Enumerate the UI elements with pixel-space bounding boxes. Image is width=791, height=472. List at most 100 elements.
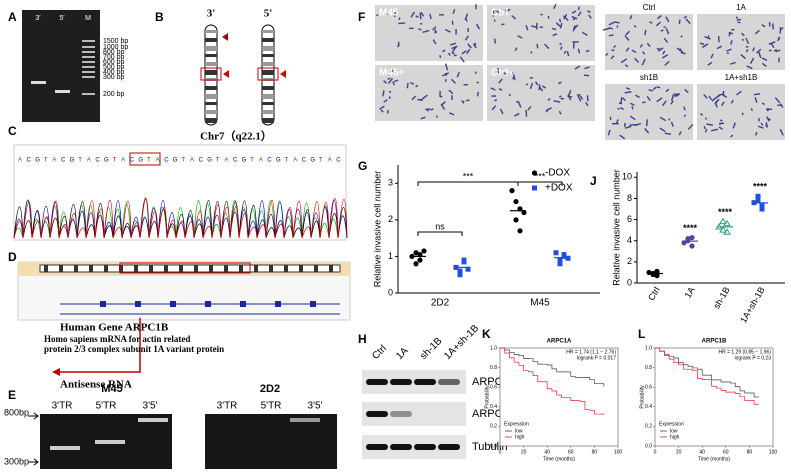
sig-bracket — [417, 231, 463, 236]
cell — [703, 94, 708, 99]
y-tick-label: 0.8 — [645, 365, 652, 371]
cell — [629, 115, 636, 121]
data-point — [421, 248, 427, 254]
y-tick-label: 0 — [627, 277, 632, 287]
cell — [514, 47, 518, 52]
cell — [525, 25, 529, 31]
micrograph — [697, 84, 785, 140]
km-legend-title: Expression — [504, 421, 529, 427]
base-letter: A — [87, 158, 91, 164]
trace — [13, 198, 348, 239]
cell — [585, 49, 590, 53]
cell — [473, 43, 477, 49]
cell — [741, 38, 745, 41]
cell — [704, 35, 711, 40]
size-arrow — [28, 458, 39, 466]
lane-label: 1A+sh-1B — [442, 323, 481, 362]
base-letter: C — [130, 158, 135, 164]
cell — [754, 131, 758, 136]
sig-label: **** — [718, 207, 733, 217]
cell — [678, 19, 681, 25]
chromosome-band — [262, 30, 274, 33]
y-tick-label: 0.6 — [490, 385, 497, 391]
cell — [645, 119, 649, 127]
cell — [765, 122, 768, 128]
x-tick-label: 40 — [699, 449, 705, 455]
legend-label: -DOX — [545, 168, 570, 179]
base-letter: C — [302, 158, 307, 164]
y-tick-label: 0.4 — [645, 404, 652, 410]
cell — [419, 12, 422, 20]
cell — [703, 125, 706, 130]
cell — [620, 58, 628, 64]
marker-band — [82, 56, 95, 58]
ideogram-band — [179, 265, 183, 272]
cell — [383, 80, 388, 84]
x-tick-label: 0 — [499, 449, 502, 455]
cell — [508, 93, 512, 97]
image-label: 1A+sh1B — [725, 73, 758, 82]
cell — [555, 22, 562, 28]
cell — [634, 57, 640, 63]
cell — [418, 28, 422, 31]
image-label: M45 — [379, 8, 399, 19]
data-point — [513, 198, 519, 205]
cell — [444, 28, 451, 33]
data-point — [457, 268, 463, 274]
cell — [562, 15, 569, 21]
lane-label: 1A — [394, 345, 411, 362]
lane-label: 5'TR — [261, 401, 282, 412]
cell — [547, 15, 550, 19]
chromosome-band — [262, 102, 274, 105]
cell — [415, 84, 419, 88]
blot-band — [366, 411, 388, 417]
base-letter: A — [190, 158, 194, 164]
cell — [775, 49, 781, 53]
cell — [613, 45, 617, 48]
cell — [678, 131, 682, 136]
marker-band — [82, 40, 95, 42]
highlight-box — [129, 152, 161, 166]
legend-label: +DOX — [545, 183, 573, 194]
cell — [514, 112, 520, 117]
sig-label: *** — [535, 171, 546, 181]
panel-label: J — [590, 174, 597, 188]
antisense-label: Antisense RNA — [60, 379, 132, 391]
cell — [577, 11, 582, 17]
marker-band — [82, 93, 95, 95]
cell — [766, 108, 773, 111]
cell — [728, 31, 732, 37]
cell — [719, 119, 723, 122]
cell — [752, 47, 756, 52]
cell — [746, 65, 753, 70]
image-label: Ctrl — [643, 3, 656, 12]
x-tick-label: 1A+sh-1B — [738, 285, 767, 324]
cell — [464, 13, 469, 21]
cell — [572, 18, 576, 21]
cell — [770, 43, 775, 49]
panel-label: L — [638, 327, 645, 341]
y-tick-label: 2 — [388, 214, 393, 224]
ideogram-band — [284, 265, 288, 272]
chromosome-band — [262, 38, 274, 42]
cell — [586, 95, 589, 102]
y-tick-label: 4 — [627, 235, 632, 245]
ideogram-band — [224, 265, 228, 272]
cell — [462, 101, 465, 104]
cell — [699, 42, 705, 46]
cell — [721, 93, 728, 98]
band — [50, 446, 80, 450]
cell — [754, 97, 758, 103]
cell — [661, 100, 667, 107]
cell — [574, 65, 581, 70]
cell — [730, 40, 733, 45]
cell — [559, 42, 563, 46]
x-tick-label: M45 — [530, 298, 550, 309]
km-ylabel: Probability — [639, 385, 645, 409]
data-point — [413, 250, 419, 256]
blot-band — [390, 444, 412, 450]
y-axis-label: Relative invasive cell number — [372, 171, 382, 288]
panel-label: C — [8, 124, 17, 138]
cell — [493, 38, 497, 44]
marker-band — [82, 61, 95, 63]
